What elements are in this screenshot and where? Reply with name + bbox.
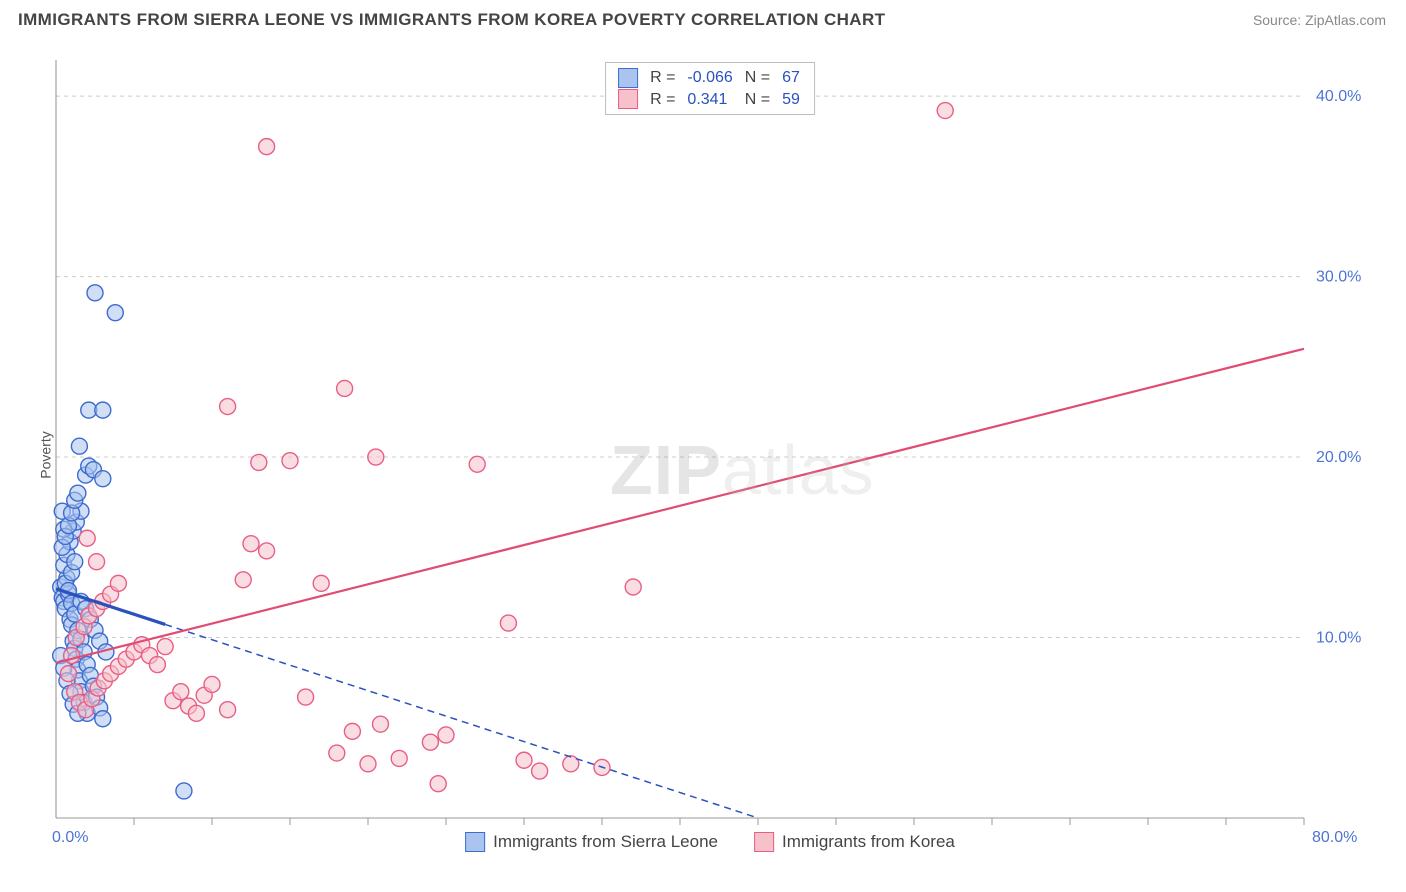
r-label: R = <box>644 67 681 89</box>
n-value: 67 <box>776 67 806 89</box>
legend-label: Immigrants from Sierra Leone <box>493 832 718 852</box>
scatter-plot-svg: 10.0% 20.0% 30.0% 40.0% 0.0% 80.0% <box>50 60 1370 850</box>
legend-item: Immigrants from Sierra Leone <box>465 832 718 852</box>
series-swatch <box>618 89 638 109</box>
svg-text:80.0%: 80.0% <box>1312 829 1357 846</box>
svg-text:20.0%: 20.0% <box>1316 449 1361 466</box>
stats-legend-row: R = 0.341 N = 59 <box>612 89 806 111</box>
r-label: R = <box>644 89 681 111</box>
n-label: N = <box>739 89 776 111</box>
svg-text:30.0%: 30.0% <box>1316 269 1361 286</box>
series-swatch <box>618 68 638 88</box>
chart-header: IMMIGRANTS FROM SIERRA LEONE VS IMMIGRAN… <box>0 0 1406 36</box>
n-label: N = <box>739 67 776 89</box>
series-swatch <box>465 832 485 852</box>
y-axis-label: Poverty <box>38 431 54 478</box>
series-legend: Immigrants from Sierra Leone Immigrants … <box>465 832 955 852</box>
r-value: 0.341 <box>681 89 738 111</box>
svg-text:0.0%: 0.0% <box>52 829 88 846</box>
svg-text:40.0%: 40.0% <box>1316 88 1361 105</box>
chart-title: IMMIGRANTS FROM SIERRA LEONE VS IMMIGRAN… <box>18 10 885 30</box>
chart-source: Source: ZipAtlas.com <box>1253 12 1386 28</box>
legend-item: Immigrants from Korea <box>754 832 955 852</box>
legend-label: Immigrants from Korea <box>782 832 955 852</box>
plot-area: Poverty 10.0%20.0%30.0%40.0%0.0%80.0% ZI… <box>50 60 1370 850</box>
n-value: 59 <box>776 89 806 111</box>
stats-legend-row: R = -0.066 N = 67 <box>612 67 806 89</box>
r-value: -0.066 <box>681 67 738 89</box>
series-swatch <box>754 832 774 852</box>
svg-text:10.0%: 10.0% <box>1316 630 1361 647</box>
stats-legend: R = -0.066 N = 67 R = 0.341 N = 59 <box>605 62 815 115</box>
